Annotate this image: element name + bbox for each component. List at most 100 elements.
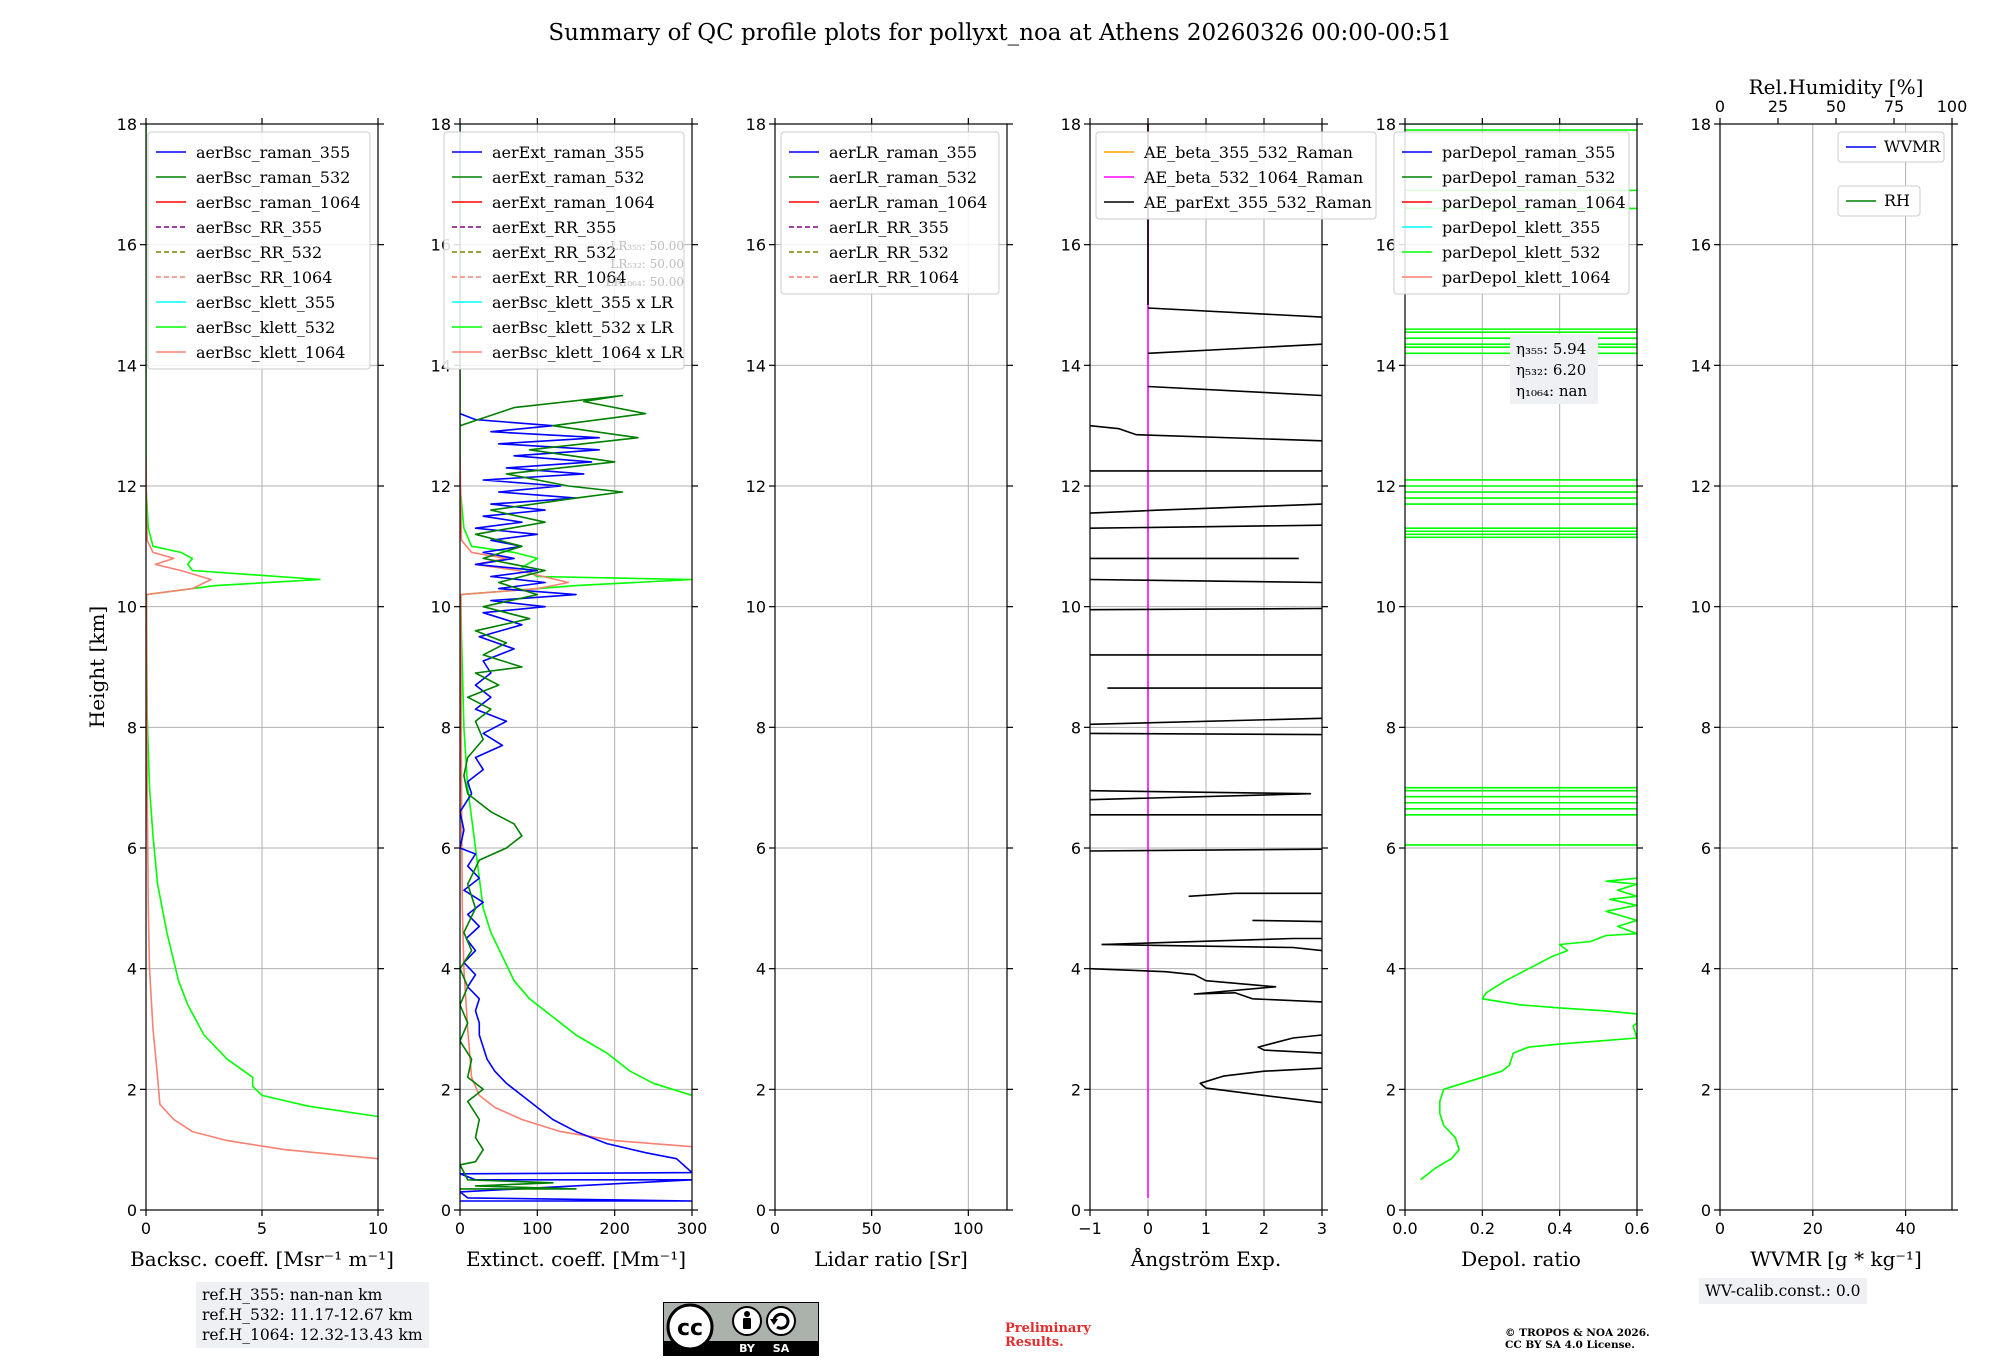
legend-label-5: aerLR_RR_1064 bbox=[829, 268, 959, 287]
copyright-line-2: CC BY SA 4.0 License. bbox=[1505, 1339, 1635, 1351]
ytick-label-5: 10 bbox=[117, 598, 137, 617]
legend-label-0: AE_beta_355_532_Raman bbox=[1143, 143, 1353, 162]
ytick-label-5: 10 bbox=[1376, 598, 1396, 617]
axes-frame bbox=[1404, 123, 1638, 1211]
legend-label-7: aerBsc_klett_532 x LR bbox=[492, 318, 674, 337]
panel-wv: 0 20 40 0 2 4 6 8 10 12 14 16 18 WVMR [g * kg⁻¹] 0 25 50… bbox=[1691, 75, 1968, 1271]
data-group bbox=[146, 124, 378, 1160]
eta-annotation-0: η₃₅₅: 5.94 bbox=[1516, 340, 1586, 358]
panel-depol: 0.0 0.2 0.4 0.6 0 2 4 6 8 10 12 14 16 18 Depol. ratio p… bbox=[1376, 115, 1650, 1271]
xtick-label-3: 2 bbox=[1259, 1219, 1269, 1238]
legend-label-6: aerBsc_klett_355 bbox=[196, 293, 335, 312]
legend-box bbox=[1837, 131, 1945, 163]
x-axis-label: Depol. ratio bbox=[1461, 1247, 1581, 1271]
ytick-label-0: 0 bbox=[1071, 1201, 1081, 1220]
legend-rh: RH bbox=[1837, 185, 1921, 217]
ytick-label-1: 2 bbox=[127, 1080, 137, 1099]
series-AE_parExt_355_532_Raman-seg-1 bbox=[1257, 1034, 1322, 1054]
ytick-label-2: 4 bbox=[1701, 960, 1711, 979]
series-AE_parExt_355_532_Raman-seg-17 bbox=[1090, 524, 1322, 529]
wv-calibration-box: WV-calib.const.: 0.0 bbox=[1699, 1278, 1867, 1304]
preliminary-results-note: Preliminary Results. bbox=[1005, 1322, 1091, 1350]
eta-annotation-1: η₅₃₂: 6.20 bbox=[1516, 361, 1586, 379]
series-AE_parExt_355_532_Raman-seg-6 bbox=[1188, 892, 1322, 898]
ytick-label-9: 18 bbox=[1061, 115, 1081, 134]
legend-label-2: aerBsc_raman_1064 bbox=[196, 193, 361, 212]
cc-text: cc bbox=[677, 1316, 703, 1341]
panel-bsc: 0 5 10 0 2 4 6 8 10 12 14 16 18 Backsc. coeff. [Msr⁻¹… bbox=[85, 115, 394, 1271]
series-AE_parExt_355_532_Raman-seg-3 bbox=[1101, 943, 1322, 952]
series-aerExt_raman_532 bbox=[460, 394, 647, 1190]
series-AE_parExt_355_532_Raman-seg-20 bbox=[1090, 424, 1322, 442]
series-aerBsc_klett_532 x LR bbox=[460, 124, 692, 1097]
cc-by-sa-badge: cc BY SA bbox=[663, 1302, 819, 1356]
ytick-label-5: 10 bbox=[431, 598, 451, 617]
ytick-label-0: 0 bbox=[756, 1201, 766, 1220]
ytick-label-3: 6 bbox=[441, 839, 451, 858]
xtick-label-0: 0 bbox=[770, 1219, 780, 1238]
ytick-label-9: 18 bbox=[431, 115, 451, 134]
figure-title: Summary of QC profile plots for pollyxt_… bbox=[548, 20, 1452, 46]
ytick-label-6: 12 bbox=[1376, 477, 1396, 496]
data-group bbox=[460, 124, 692, 1202]
ytick-label-9: 18 bbox=[117, 115, 137, 134]
legend-label-1: aerBsc_raman_532 bbox=[196, 168, 350, 187]
data-group bbox=[1090, 124, 1322, 1198]
axes-frame bbox=[774, 123, 1008, 1211]
copyright-note: © TROPOS & NOA 2026. CC BY SA 4.0 Licens… bbox=[1505, 1327, 1650, 1351]
xtick-label-0: 0 bbox=[455, 1219, 465, 1238]
legend: aerExt_raman_355 aerExt_raman_532 aerExt_r… bbox=[443, 131, 685, 370]
legend-label: WVMR bbox=[1884, 137, 1941, 156]
ytick-label-3: 6 bbox=[1071, 839, 1081, 858]
top-xtick-label-2: 50 bbox=[1826, 97, 1846, 116]
ytick-label-1: 2 bbox=[1386, 1080, 1396, 1099]
series-AE_parExt_355_532_Raman-seg-22 bbox=[1147, 343, 1322, 355]
x-axis-label: Ångström Exp. bbox=[1130, 1246, 1281, 1271]
xtick-label-3: 0.6 bbox=[1624, 1219, 1649, 1238]
ytick-label-1: 2 bbox=[441, 1080, 451, 1099]
xtick-label-2: 10 bbox=[368, 1219, 388, 1238]
top-xtick-label-4: 100 bbox=[1937, 97, 1968, 116]
series-aerExt_raman_355 bbox=[460, 412, 692, 1202]
series-AE_parExt_355_532_Raman-seg-11 bbox=[1090, 717, 1322, 726]
y-axis-label: Height [km] bbox=[85, 606, 109, 728]
ytick-label-9: 18 bbox=[746, 115, 766, 134]
ytick-label-2: 4 bbox=[756, 960, 766, 979]
legend-label-7: aerBsc_klett_532 bbox=[196, 318, 335, 337]
cc-sa-label: SA bbox=[773, 1342, 790, 1355]
ytick-label-8: 16 bbox=[746, 236, 766, 255]
xtick-label-1: 0.2 bbox=[1470, 1219, 1495, 1238]
series-AE_parExt_355_532_Raman-seg-10 bbox=[1090, 732, 1322, 736]
legend-label-1: aerExt_raman_532 bbox=[492, 168, 645, 187]
legend-label-2: aerLR_raman_1064 bbox=[829, 193, 987, 212]
series-AE_parExt_355_532_Raman-seg-9 bbox=[1090, 789, 1312, 801]
series-AE_parExt_355_532_Raman-seg-14 bbox=[1090, 607, 1322, 611]
ytick-label-0: 0 bbox=[1386, 1201, 1396, 1220]
legend-label-8: aerBsc_klett_1064 x LR bbox=[492, 343, 684, 362]
ytick-label-6: 12 bbox=[117, 477, 137, 496]
legend-label-8: aerBsc_klett_1064 bbox=[196, 343, 345, 362]
cc-circle-icon bbox=[666, 1303, 714, 1351]
series-AE_parExt_355_532_Raman-seg-7 bbox=[1090, 848, 1322, 852]
legend-label-3: parDepol_klett_355 bbox=[1442, 218, 1600, 237]
ytick-label-1: 2 bbox=[756, 1080, 766, 1099]
ytick-label-4: 8 bbox=[1701, 718, 1711, 737]
ytick-label-2: 4 bbox=[127, 960, 137, 979]
series-AE_parExt_355_532_Raman-seg-21 bbox=[1147, 385, 1322, 397]
series-AE_parExt_355_532_Raman-seg-15 bbox=[1090, 578, 1322, 584]
reference-height-box: ref.H_355: nan-nan km ref.H_532: 11.17-1… bbox=[196, 1282, 429, 1348]
ref-height-355: ref.H_355: nan-nan km bbox=[202, 1286, 383, 1304]
xtick-label-0: −1 bbox=[1078, 1219, 1102, 1238]
ytick-label-7: 14 bbox=[1691, 356, 1711, 375]
ytick-label-3: 6 bbox=[1701, 839, 1711, 858]
ref-height-1064: ref.H_1064: 12.32-13.43 km bbox=[202, 1326, 423, 1344]
ytick-label-4: 8 bbox=[1386, 718, 1396, 737]
series-AE_parExt_355_532_Raman-seg-4 bbox=[1101, 937, 1322, 946]
series-aerBsc_klett_532 bbox=[146, 124, 378, 1118]
ytick-label-5: 10 bbox=[1061, 598, 1081, 617]
ref-height-532: ref.H_532: 11.17-12.67 km bbox=[202, 1306, 413, 1324]
xtick-label-1: 50 bbox=[861, 1219, 881, 1238]
xtick-label-2: 0.4 bbox=[1547, 1219, 1572, 1238]
ytick-label-4: 8 bbox=[127, 718, 137, 737]
